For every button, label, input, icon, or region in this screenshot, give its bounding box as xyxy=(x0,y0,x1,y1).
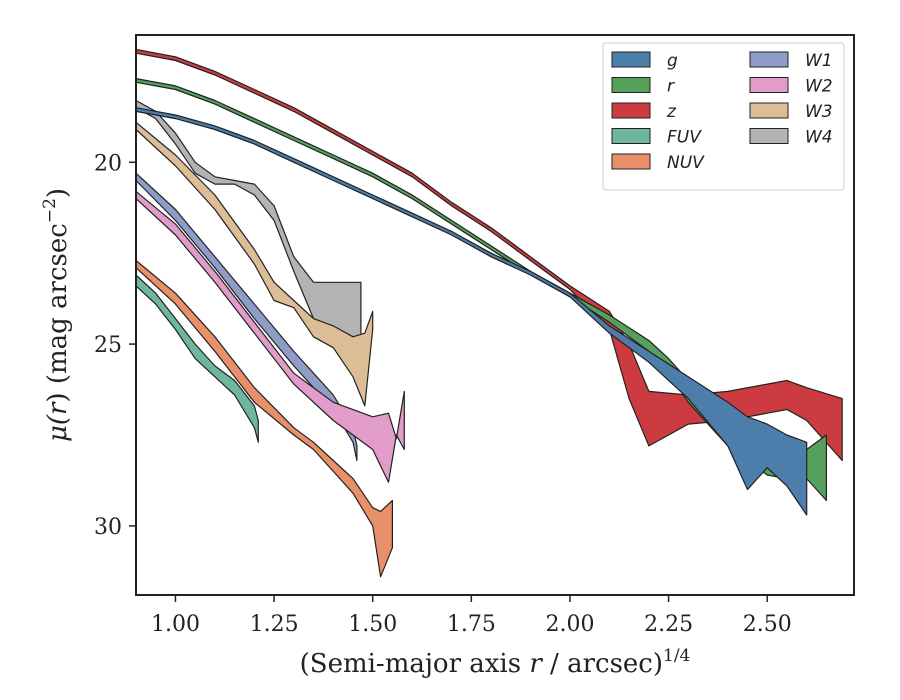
legend-item-fuv: FUV xyxy=(611,128,702,148)
y-axis-ticks: 20 25 30 xyxy=(94,151,136,540)
y-axis-label-sup: −2 xyxy=(40,198,60,223)
legend-item-w1: W1 xyxy=(749,51,833,71)
y-axis-label-mid: ) (mag arcsec xyxy=(43,223,73,402)
legend-label: g xyxy=(667,51,678,71)
legend-swatch xyxy=(749,128,789,144)
legend-swatch xyxy=(611,102,651,119)
x-tick-label: 2.25 xyxy=(644,612,693,637)
x-tick-label: 1.75 xyxy=(447,612,496,637)
series-band-w1 xyxy=(135,172,358,462)
y-tick-label: 20 xyxy=(94,151,122,176)
x-tick-label: 1.00 xyxy=(151,612,200,637)
series-band-w3 xyxy=(135,121,374,407)
legend-item-g: g xyxy=(611,51,678,71)
y-axis-label-mu: μ( xyxy=(43,414,73,442)
legend-swatch xyxy=(611,128,651,144)
legend: grz FUV NUV W1 W2 W3 W4 xyxy=(602,42,845,191)
y-axis-label-end: ) xyxy=(43,188,73,198)
x-axis-label: (Semi-major axis r / arcsec)1/4 xyxy=(300,646,691,679)
legend-swatch xyxy=(611,51,651,68)
legend-label: W2 xyxy=(805,77,833,97)
legend-label: W3 xyxy=(805,102,833,122)
series-band-fuv xyxy=(135,274,259,443)
legend-swatch xyxy=(611,153,651,170)
x-tick-label: 2.00 xyxy=(545,612,594,637)
y-tick-label: 30 xyxy=(94,515,122,540)
legend-swatch xyxy=(749,51,789,68)
x-tick-label: 1.50 xyxy=(348,612,397,637)
y-axis-label: μ(r) (mag arcsec−2) xyxy=(40,188,73,442)
x-axis-label-pre: (Semi-major axis xyxy=(300,649,530,679)
y-tick-label: 25 xyxy=(94,333,122,358)
legend-swatch xyxy=(749,77,789,93)
legend-label: z xyxy=(666,102,677,122)
series-band-nuv xyxy=(135,259,393,578)
x-tick-label: 2.50 xyxy=(743,612,792,637)
legend-item-w3: W3 xyxy=(749,102,833,122)
x-axis-label-var: r xyxy=(529,649,543,679)
x-tick-label: 1.25 xyxy=(250,612,299,637)
legend-item-w4: W4 xyxy=(749,128,833,148)
legend-items: grz FUV NUV W1 W2 W3 W4 xyxy=(611,51,833,173)
x-axis-label-post: / arcsec) xyxy=(542,649,663,679)
legend-label: NUV xyxy=(667,153,705,173)
series-layer xyxy=(135,48,843,578)
legend-label: W1 xyxy=(805,51,833,71)
legend-swatch xyxy=(611,77,651,93)
legend-label: W4 xyxy=(805,128,833,148)
legend-item-z: z xyxy=(611,102,677,122)
x-axis-ticks: 1.00 1.25 1.50 1.75 2.00 2.25 2.50 xyxy=(151,595,792,637)
plot-frame xyxy=(135,34,855,596)
legend-item-r: r xyxy=(611,77,675,97)
legend-label: r xyxy=(667,77,675,97)
legend-label: FUV xyxy=(667,128,702,148)
y-axis-label-var: r xyxy=(43,401,73,415)
series-band-g xyxy=(135,107,808,516)
legend-swatch xyxy=(749,102,789,119)
series-band-z xyxy=(135,48,843,462)
x-axis-label-sup: 1/4 xyxy=(663,646,690,666)
series-band-w2 xyxy=(135,190,405,483)
legend-item-w2: W2 xyxy=(749,77,833,97)
legend-item-nuv: NUV xyxy=(611,153,705,173)
